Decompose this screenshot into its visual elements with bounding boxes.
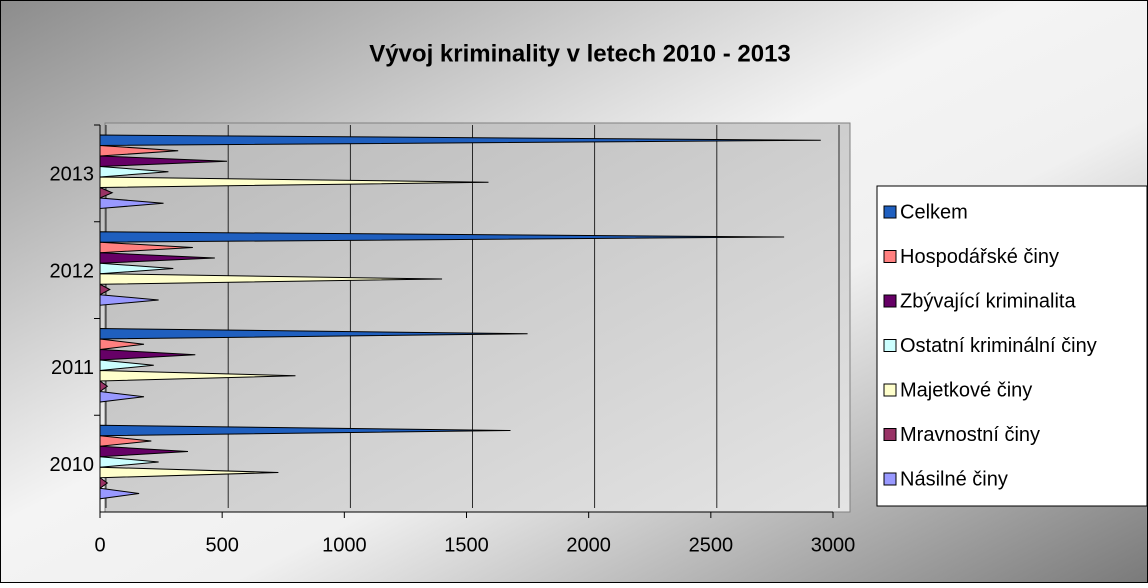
bar [99, 445, 188, 458]
bar [99, 134, 821, 147]
x-tick-label: 3000 [811, 534, 856, 556]
x-tick-label: 500 [205, 534, 238, 556]
legend-label: Ostatní kriminální činy [900, 335, 1097, 357]
bar [99, 466, 279, 479]
bar [99, 435, 152, 447]
y-tick-label: 2013 [50, 164, 95, 186]
bar [99, 186, 114, 199]
legend-swatch [883, 250, 897, 263]
y-tick-label: 2011 [51, 357, 94, 379]
bar [99, 231, 785, 243]
bar [99, 283, 111, 296]
bar [99, 338, 145, 351]
plot-area [104, 122, 851, 513]
legend-swatch [883, 472, 897, 486]
legend-label: Mravnostní činy [900, 424, 1040, 446]
bar [99, 476, 109, 490]
legend-label: Násilné činy [900, 468, 1008, 490]
y-tick-label: 2012 [50, 260, 95, 282]
bar [99, 273, 443, 285]
bar [99, 294, 159, 306]
bar [99, 424, 511, 437]
bar [99, 359, 154, 372]
bar [99, 144, 179, 157]
bar [99, 348, 196, 361]
x-tick-label: 2000 [566, 534, 611, 556]
legend-swatch [883, 205, 897, 219]
bar [99, 197, 164, 210]
legend-label: Majetkové činy [900, 379, 1032, 401]
bar [99, 380, 109, 393]
x-tick-label: 1000 [322, 534, 367, 556]
legend-swatch [883, 294, 897, 308]
bar [99, 252, 215, 264]
legend [876, 185, 1148, 507]
legend-swatch [883, 428, 897, 441]
bar [99, 241, 193, 254]
bar [99, 369, 296, 382]
x-tick-label: 0 [94, 534, 105, 556]
legend-label: Zbývající kriminalita [900, 290, 1076, 312]
bar [99, 176, 489, 189]
bar [99, 487, 140, 500]
legend-label: Celkem [900, 201, 968, 223]
x-tick-label: 2500 [689, 534, 734, 556]
bar [99, 262, 174, 275]
bar [99, 155, 228, 168]
bar [99, 390, 145, 403]
bar [99, 456, 159, 468]
bar [99, 165, 169, 178]
legend-swatch [883, 339, 897, 352]
y-tick-label: 2010 [50, 454, 95, 476]
bar [99, 327, 528, 340]
x-tick-label: 1500 [444, 534, 489, 556]
legend-label: Hospodářské činy [900, 246, 1059, 268]
legend-swatch [883, 383, 897, 397]
chart-title: Vývoj kriminality v letech 2010 - 2013 [369, 40, 791, 67]
